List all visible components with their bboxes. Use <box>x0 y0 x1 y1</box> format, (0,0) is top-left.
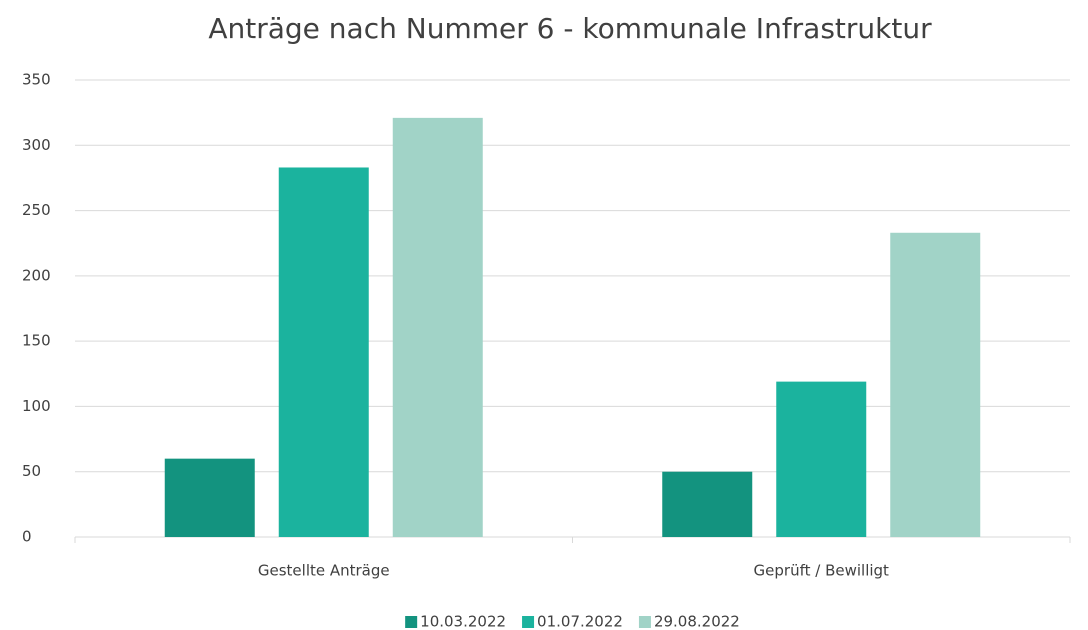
bar <box>164 458 255 537</box>
legend-label: 01.07.2022 <box>537 613 623 630</box>
legend-swatch <box>638 616 651 628</box>
bar <box>662 471 753 537</box>
y-tick-label: 200 <box>22 266 51 284</box>
legend-label: 10.03.2022 <box>420 613 506 630</box>
y-tick-label: 350 <box>22 71 51 89</box>
bar <box>890 232 981 538</box>
y-tick-label: 0 <box>22 528 32 546</box>
y-tick-label: 300 <box>22 136 51 154</box>
y-tick-label: 250 <box>22 201 51 219</box>
bar <box>278 167 369 538</box>
bar <box>392 117 483 537</box>
chart-title: Anträge nach Nummer 6 - kommunale Infras… <box>208 12 932 45</box>
legend-swatch <box>522 616 535 628</box>
y-tick-label: 100 <box>22 397 51 415</box>
x-tick-label: Gestellte Anträge <box>258 562 390 580</box>
y-tick-label: 50 <box>22 462 41 480</box>
legend-label: 29.08.2022 <box>654 613 740 630</box>
y-tick-label: 150 <box>22 332 51 350</box>
x-tick-label: Geprüft / Bewilligt <box>754 562 890 580</box>
legend-swatch <box>405 616 418 628</box>
bar <box>776 381 867 537</box>
